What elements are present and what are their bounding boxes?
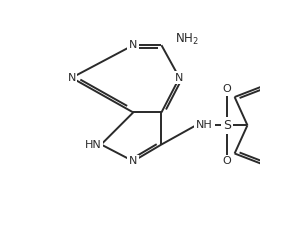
Text: N: N (175, 73, 184, 83)
Text: HN: HN (84, 140, 101, 149)
Text: N: N (129, 156, 137, 166)
Text: NH$_2$: NH$_2$ (175, 31, 199, 47)
Text: N: N (68, 73, 76, 83)
Text: O: O (222, 156, 231, 166)
Text: S: S (223, 119, 231, 132)
Text: O: O (222, 84, 231, 94)
Text: N: N (129, 40, 137, 50)
Text: NH: NH (196, 120, 213, 130)
